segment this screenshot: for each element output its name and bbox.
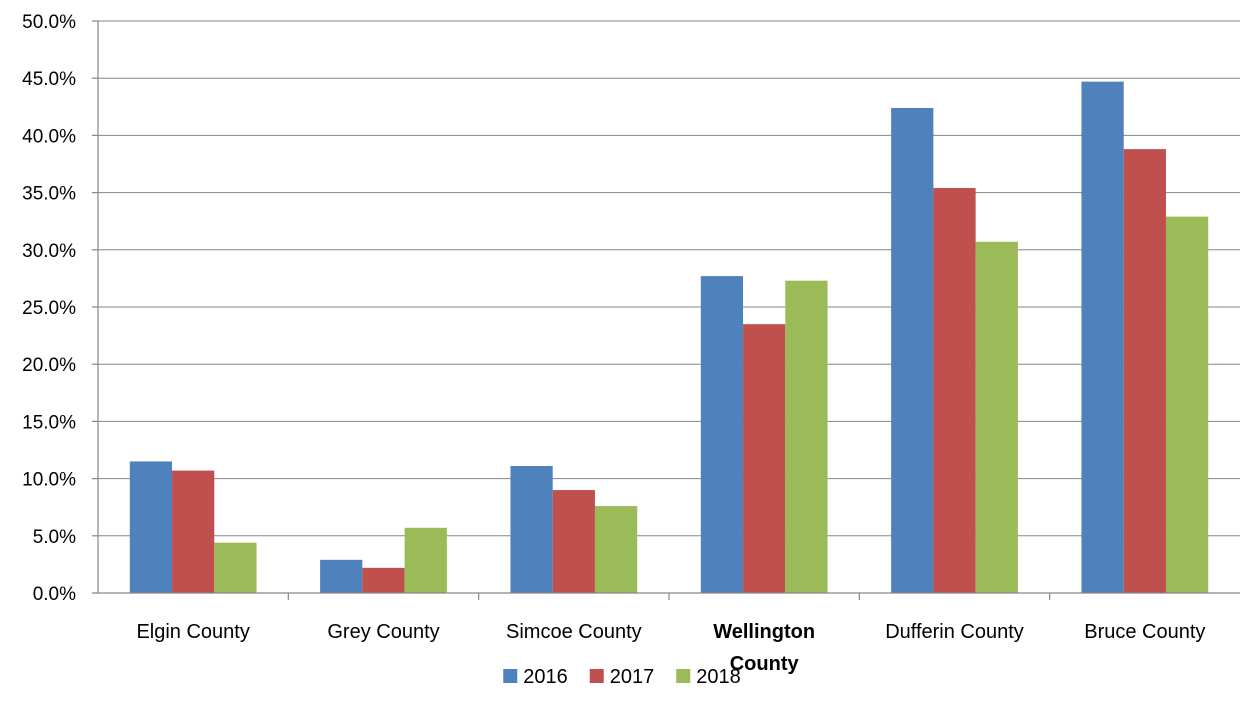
y-tick-label: 40.0% — [22, 126, 76, 147]
category-label: Bruce County — [1084, 621, 1205, 643]
bar-2016-5 — [1081, 81, 1124, 593]
bar-2016-2 — [510, 466, 553, 593]
bar-2018-2 — [594, 506, 638, 593]
y-tick-label: 20.0% — [22, 355, 76, 376]
y-tick-label: 30.0% — [22, 241, 76, 262]
bar-2016-0 — [129, 461, 173, 593]
bar-2017-1 — [362, 567, 405, 593]
axes — [92, 20, 1240, 600]
bar-2018-0 — [214, 542, 257, 593]
legend-label: 2016 — [523, 666, 568, 688]
legend-item-2016: 2016 — [503, 666, 568, 688]
category-label: Grey County — [327, 621, 439, 643]
bar-2016-4 — [891, 107, 934, 593]
bar-2017-4 — [933, 188, 976, 594]
bar-2017-0 — [172, 470, 215, 593]
category-label: Wellington County — [713, 621, 815, 675]
legend-label: 2017 — [610, 666, 655, 688]
category-label: Simcoe County — [506, 621, 642, 643]
gridlines — [98, 20, 1240, 537]
legend-swatch — [589, 669, 604, 683]
y-tick-label: 50.0% — [22, 12, 76, 33]
y-tick-label: 25.0% — [22, 298, 76, 319]
category-label-line: Wellington — [713, 621, 815, 643]
legend-item-2017: 2017 — [589, 666, 655, 688]
bar-2017-2 — [552, 490, 595, 593]
legend-swatch — [676, 669, 691, 683]
legend: 2016 2017 2018 — [503, 666, 741, 688]
y-tick-label: 35.0% — [22, 184, 76, 205]
bar-2016-1 — [320, 559, 363, 593]
legend-label: 2018 — [696, 666, 741, 688]
legend-swatch — [503, 669, 518, 683]
bar-2017-5 — [1123, 149, 1166, 594]
bar-2016-3 — [700, 276, 744, 593]
category-label: Elgin County — [136, 621, 249, 643]
y-tick-label: 5.0% — [33, 527, 76, 548]
category-labels: Elgin County Grey County Simcoe County Well… — [136, 621, 1205, 675]
bar-2018-3 — [785, 280, 828, 593]
y-tick-labels: 0.0% 5.0% 10.0% 15.0% 20.0% 25.0% 30.0% 35.0% 40… — [22, 12, 76, 605]
legend-item-2018: 2018 — [676, 666, 741, 688]
y-tick-label: 45.0% — [22, 69, 76, 90]
bar-2017-3 — [743, 324, 786, 593]
y-tick-label: 10.0% — [22, 470, 76, 491]
bar-2018-4 — [975, 241, 1018, 594]
y-tick-label: 15.0% — [22, 412, 76, 433]
bars — [129, 81, 1209, 594]
category-label: Dufferin County — [885, 621, 1024, 643]
bar-2018-1 — [404, 527, 447, 593]
category-label-line: County — [730, 653, 800, 675]
bar-2018-5 — [1165, 216, 1209, 593]
y-tick-label: 0.0% — [33, 584, 76, 605]
